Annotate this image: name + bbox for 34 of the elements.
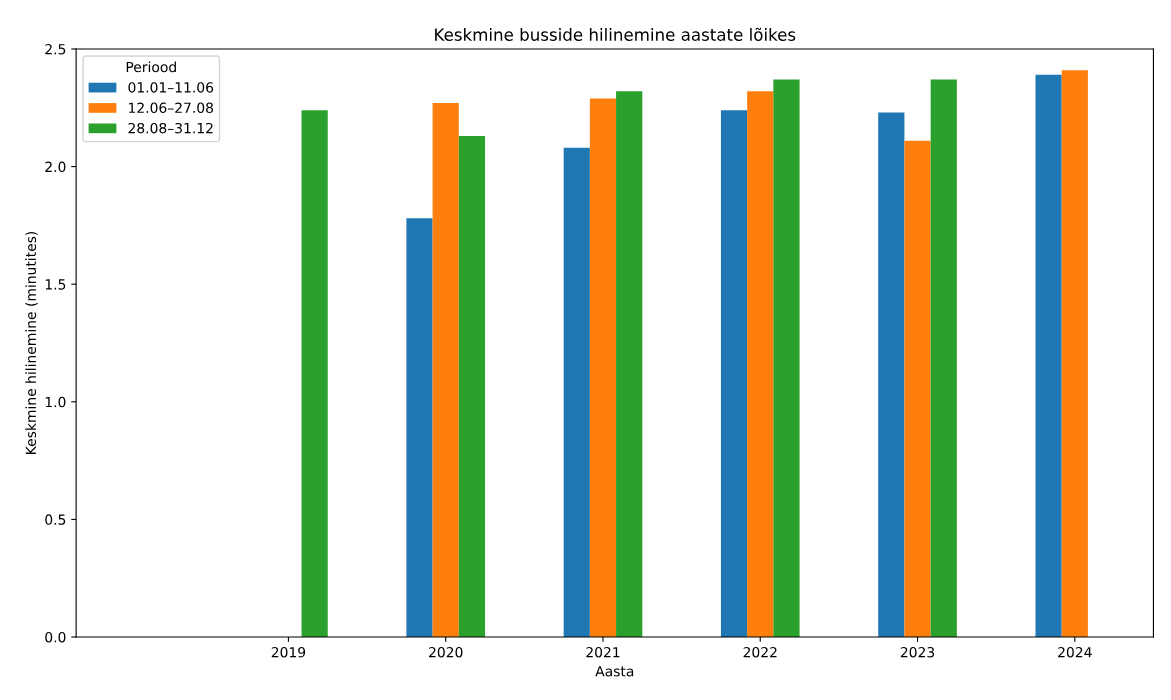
bar — [1061, 70, 1088, 637]
bar — [406, 218, 433, 637]
y-tick-label: 0.0 — [45, 631, 66, 643]
y-tick-label: 2.0 — [45, 161, 66, 173]
bar — [747, 91, 774, 637]
bar — [720, 110, 748, 637]
legend-label: 01.01–11.06 — [128, 82, 214, 93]
bar — [589, 98, 617, 637]
bar — [301, 110, 328, 637]
bar — [1035, 74, 1062, 637]
x-tick-label: 2022 — [743, 646, 777, 658]
legend-label: 12.06–27.08 — [129, 102, 214, 114]
legend-label: 28.08–31.12 — [128, 122, 213, 134]
y-tick-label: 0.5 — [45, 514, 66, 525]
bar — [904, 140, 931, 637]
bar — [616, 91, 643, 637]
bar — [878, 112, 905, 637]
bar — [458, 136, 486, 637]
x-tick-label: 2024 — [1058, 646, 1092, 658]
y-tick-label: 1.0 — [45, 396, 66, 408]
chart-title: Keskmine busside hilinemine aastate lõikes — [435, 27, 796, 41]
y-tick-label: 2.5 — [45, 43, 66, 55]
x-tick-label: 2020 — [429, 646, 463, 658]
bar — [930, 79, 957, 637]
x-tick-label: 2021 — [586, 646, 620, 658]
x-tick-label: 2019 — [271, 646, 306, 658]
bar — [563, 147, 590, 637]
y-axis-title: Keskmine hilinemine (minutites) — [25, 231, 38, 454]
y-tick-label: 1.5 — [45, 279, 66, 290]
x-tick-label: 2023 — [900, 646, 935, 658]
legend-title: Periood — [126, 61, 176, 73]
x-axis-title: Aasta — [595, 666, 634, 677]
bar — [432, 103, 459, 637]
bar — [773, 79, 800, 637]
